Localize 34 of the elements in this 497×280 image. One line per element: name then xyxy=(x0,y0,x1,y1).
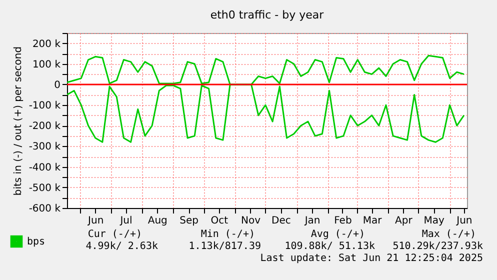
y-tick-label: 200 k xyxy=(32,38,61,50)
x-tick-label: Mar xyxy=(362,216,383,226)
x-tick-label: Sep xyxy=(180,216,198,226)
y-tick-label: 0 xyxy=(54,80,60,91)
x-tick-label: Feb xyxy=(334,216,352,226)
y-tick-label: -200 k xyxy=(28,121,61,132)
text: 4.99k/ 2.63k xyxy=(86,241,158,252)
text: Cur (-/+) xyxy=(88,229,142,240)
y-tick-label: -600 k xyxy=(28,204,61,214)
x-tick-label: Jun xyxy=(456,216,472,226)
y-tick-label: -400 k xyxy=(28,162,61,174)
x-tick-label: Oct xyxy=(210,216,228,226)
y-tick-label: 100 k xyxy=(32,59,61,70)
legend-label: bps xyxy=(27,236,46,248)
x-tick-label: Jan xyxy=(304,216,320,226)
x-tick-label: Jun xyxy=(87,216,104,226)
text: Min (-/+) xyxy=(200,229,255,240)
y-tick-label: -500 k xyxy=(28,182,61,194)
x-tick-label: Aug xyxy=(148,216,168,226)
x-tick-label: Dec xyxy=(271,216,291,226)
y-axis-title: bits in (-) / out (+) per second xyxy=(12,46,24,196)
y-tick-label: -100 k xyxy=(28,100,61,112)
text: 109.88k/ 51.13k xyxy=(284,241,375,252)
text: 1.13k/817.39 xyxy=(188,241,261,252)
x-tick-label: Jul xyxy=(119,216,132,226)
y-tick-label: -300 k xyxy=(28,142,61,153)
text: 510.29k/237.93k xyxy=(392,241,483,252)
x-tick-label: May xyxy=(424,216,444,226)
chart-title: eth0 traffic - by year xyxy=(210,8,324,22)
x-tick-label: Nov xyxy=(241,216,261,226)
text: Max (-/+) xyxy=(422,229,476,240)
x-tick-label: Apr xyxy=(395,216,414,226)
text: Last update: Sat Jun 21 12:25:04 2025 xyxy=(260,253,483,264)
text: Avg (-/+) xyxy=(310,229,365,240)
